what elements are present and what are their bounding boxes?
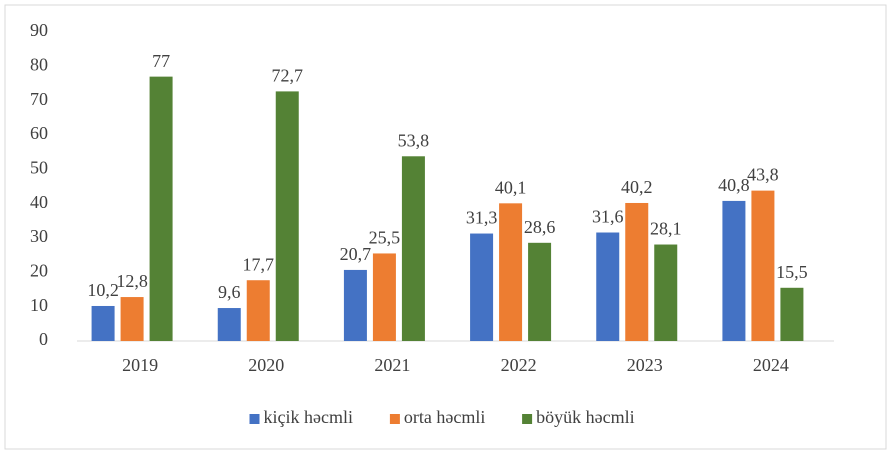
legend-swatch — [249, 414, 260, 424]
bar — [91, 305, 115, 341]
data-label: 17,7 — [243, 254, 275, 274]
bar — [217, 308, 241, 341]
data-label: 20,7 — [340, 244, 372, 264]
y-tick-label: 90 — [30, 20, 48, 40]
x-tick-label: 2021 — [374, 355, 410, 375]
data-label: 31,3 — [466, 208, 498, 228]
bar — [751, 190, 775, 341]
bar — [372, 253, 396, 341]
legend-swatch — [522, 414, 533, 424]
bar — [149, 76, 173, 341]
bar — [528, 242, 552, 341]
legend-label: kiçik həcmli — [264, 407, 353, 427]
bar — [120, 297, 144, 341]
y-tick-label: 40 — [30, 192, 48, 212]
bar — [499, 203, 523, 341]
data-label: 25,5 — [369, 228, 401, 248]
data-label: 40,8 — [718, 175, 750, 195]
data-label: 40,1 — [495, 177, 527, 197]
bar — [780, 287, 804, 341]
y-tick-label: 30 — [30, 226, 48, 246]
bar — [654, 244, 678, 341]
data-label: 28,1 — [650, 219, 682, 239]
data-label: 40,2 — [621, 177, 653, 197]
data-label: 28,6 — [524, 217, 556, 237]
x-tick-label: 2022 — [501, 355, 537, 375]
bar — [401, 156, 425, 341]
data-label: 72,7 — [272, 66, 304, 86]
bar — [275, 91, 299, 341]
x-tick-label: 2023 — [627, 355, 663, 375]
y-tick-label: 0 — [39, 329, 48, 349]
data-label: 53,8 — [398, 130, 430, 150]
data-label: 10,2 — [87, 280, 119, 300]
y-tick-label: 60 — [30, 123, 48, 143]
data-label: 15,5 — [776, 262, 808, 282]
data-label: 12,8 — [116, 271, 148, 291]
bar — [625, 202, 649, 341]
bar — [246, 280, 270, 341]
x-tick-label: 2019 — [122, 355, 158, 375]
data-label: 9,6 — [218, 282, 241, 302]
y-tick-label: 20 — [30, 260, 48, 280]
legend-swatch — [389, 414, 400, 424]
legend-label: orta həcmli — [404, 407, 485, 427]
y-tick-label: 50 — [30, 157, 48, 177]
x-tick-label: 2020 — [248, 355, 284, 375]
data-label: 31,6 — [592, 207, 624, 227]
bar — [596, 232, 620, 341]
legend-label: böyük həcmli — [536, 407, 634, 427]
bar — [722, 200, 746, 341]
y-tick-label: 10 — [30, 295, 48, 315]
y-tick-label: 80 — [30, 54, 48, 74]
x-tick-label: 2024 — [753, 355, 789, 375]
y-tick-label: 70 — [30, 89, 48, 109]
data-label: 43,8 — [747, 165, 779, 185]
data-label: 77 — [152, 51, 170, 71]
bar — [470, 233, 494, 341]
bar — [343, 269, 367, 341]
